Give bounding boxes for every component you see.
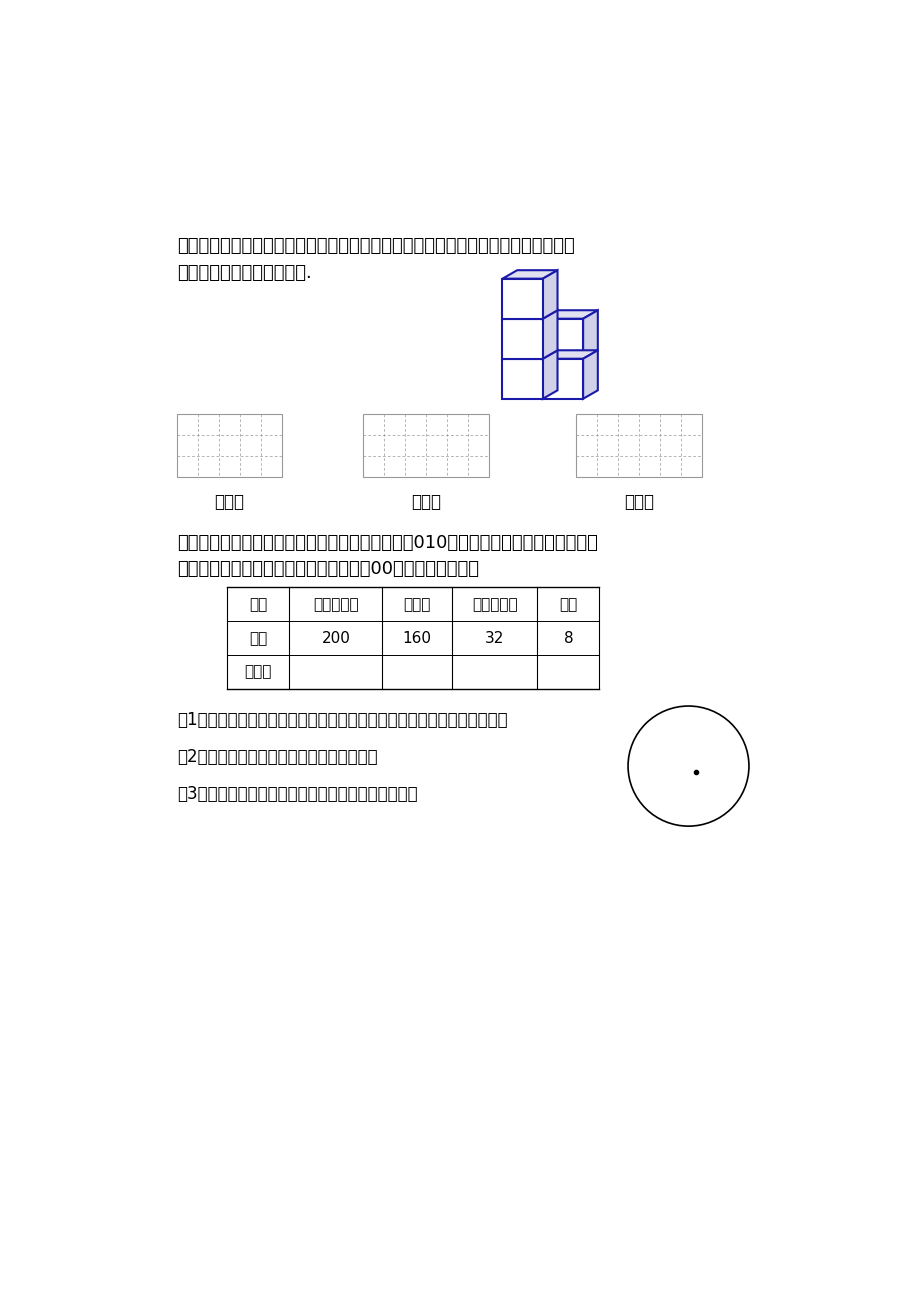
- Bar: [575, 414, 701, 477]
- Polygon shape: [542, 271, 557, 319]
- Text: 俯视图: 俯视图: [623, 493, 653, 512]
- Text: 非常不满意: 非常不满意: [312, 596, 358, 612]
- Text: 百分比: 百分比: [244, 664, 272, 680]
- Text: 160: 160: [403, 630, 431, 646]
- Text: 满意: 满意: [559, 596, 577, 612]
- Text: 构就中国足球环境问题随机调查了４00人，其结果如下：: 构就中国足球环境问题随机调查了４00人，其结果如下：: [176, 560, 479, 578]
- Text: （1）计算出每一种意见人数占总调查人数的百分比（填在以上空格中）；: （1）计算出每一种意见人数占总调查人数的百分比（填在以上空格中）；: [176, 711, 507, 729]
- Polygon shape: [502, 350, 557, 359]
- Text: 人数: 人数: [249, 630, 267, 646]
- Text: 32: 32: [484, 630, 504, 646]
- Polygon shape: [542, 310, 597, 319]
- Text: 左视图: 左视图: [410, 493, 440, 512]
- Bar: [176, 414, 281, 477]
- Text: 不满意: 不满意: [403, 596, 430, 612]
- Polygon shape: [502, 310, 557, 319]
- Text: 的主视图、左视图、俯视图.: 的主视图、左视图、俯视图.: [176, 264, 312, 283]
- Text: ２６、（本小题９分）中国男子国家足球队冲击２010年南非世界杯失利后，某新闻机: ２６、（本小题９分）中国男子国家足球队冲击２010年南非世界杯失利后，某新闻机: [176, 534, 597, 552]
- Text: ２５、（本小题６分）如图，是由５个正方体组成的图案，请在方格纸中分别画出它: ２５、（本小题６分）如图，是由５个正方体组成的图案，请在方格纸中分别画出它: [176, 237, 574, 255]
- Text: （3）从统计图中你能得出什么结论？说说你的理由。: （3）从统计图中你能得出什么结论？说说你的理由。: [176, 785, 417, 802]
- Bar: [363, 414, 488, 477]
- Polygon shape: [502, 271, 557, 279]
- Text: 意见: 意见: [249, 596, 267, 612]
- Polygon shape: [542, 310, 557, 359]
- Polygon shape: [542, 359, 583, 398]
- Text: 有一点满意: 有一点满意: [471, 596, 517, 612]
- Polygon shape: [542, 350, 597, 359]
- Polygon shape: [583, 310, 597, 359]
- Polygon shape: [502, 359, 542, 398]
- Polygon shape: [542, 319, 583, 359]
- Polygon shape: [583, 350, 597, 398]
- Text: （2）请画出反映此调查结果的扇形统计图；: （2）请画出反映此调查结果的扇形统计图；: [176, 747, 377, 766]
- Text: 8: 8: [563, 630, 573, 646]
- Polygon shape: [502, 319, 542, 359]
- Text: 主视图: 主视图: [214, 493, 244, 512]
- Text: 200: 200: [321, 630, 350, 646]
- Polygon shape: [502, 279, 542, 319]
- Polygon shape: [542, 350, 557, 398]
